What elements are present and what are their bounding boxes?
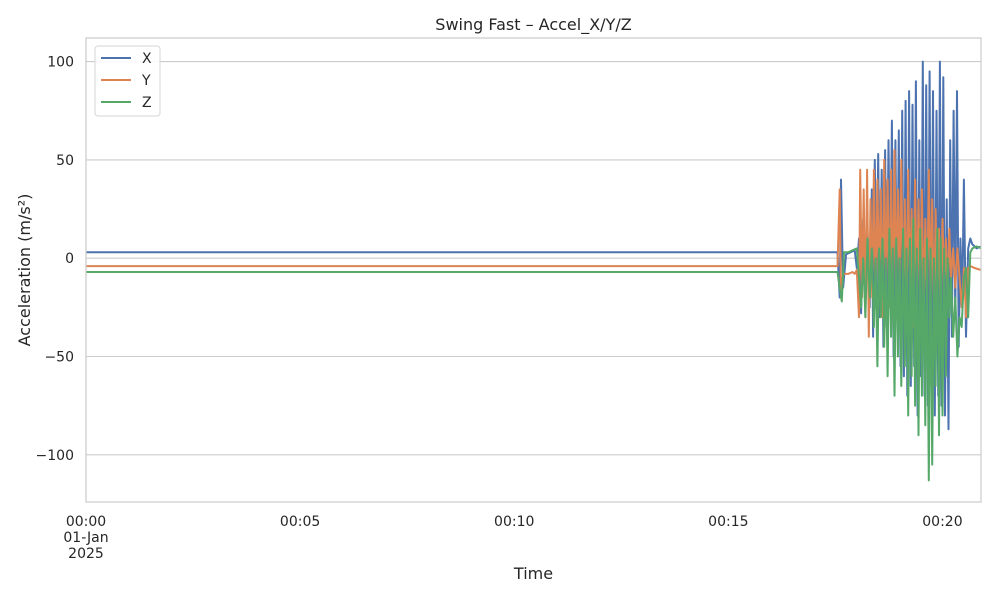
plot-frame <box>85 37 982 503</box>
y-tick-label: −50 <box>44 350 74 366</box>
legend: XYZ <box>94 45 161 117</box>
y-tick-labels: 100 50 0 −50 −100 <box>36 55 74 464</box>
series-lines <box>86 60 982 482</box>
x-tick-label: 00:15 <box>708 514 748 530</box>
legend-label-z: Z <box>142 95 152 111</box>
y-tick-label: 100 <box>47 55 74 71</box>
legend-label-y: Y <box>141 73 151 89</box>
y-tick-label: −100 <box>36 448 74 464</box>
x-tick-label: 00:10 <box>494 514 534 530</box>
x-axis-label: Time <box>513 564 553 583</box>
x-tick-label: 00:00 01-Jan 2025 <box>63 514 108 562</box>
x-tick-labels: 00:00 01-Jan 2025 00:05 00:10 00:15 00:20 <box>63 514 962 562</box>
chart-title: Swing Fast – Accel_X/Y/Z <box>435 15 631 35</box>
x-tick-label: 00:05 <box>280 514 320 530</box>
y-tick-label: 0 <box>65 251 74 267</box>
legend-label-x: X <box>142 51 152 67</box>
y-tick-label: 50 <box>56 153 74 169</box>
y-axis-label: Acceleration (m/s²) <box>15 194 34 347</box>
gridlines <box>86 61 981 456</box>
series-line-z <box>86 217 982 482</box>
x-tick-label: 00:20 <box>922 514 962 530</box>
